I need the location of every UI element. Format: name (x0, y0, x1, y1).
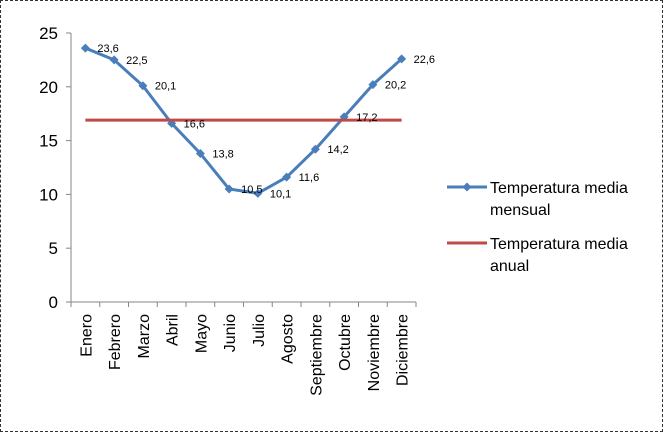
data-point (253, 188, 263, 198)
y-tick-label: 10 (39, 185, 58, 204)
legend-marker (462, 182, 472, 192)
data-label: 16,6 (184, 118, 205, 130)
data-label: 13,8 (212, 149, 233, 161)
data-point (282, 172, 292, 182)
data-label: 22,5 (126, 55, 147, 67)
data-label: 10,5 (241, 184, 262, 196)
legend-label: Temperatura media (490, 236, 628, 253)
data-point (195, 149, 205, 159)
data-point (80, 43, 90, 53)
x-tick-label: Julio (251, 314, 268, 347)
x-tick-label: Abril (165, 314, 182, 346)
x-tick-label: Noviembre (366, 314, 383, 391)
data-label: 17,2 (356, 112, 377, 124)
x-tick-label: Junio (222, 314, 239, 352)
x-tick-label: Octubre (337, 314, 354, 371)
legend-label: anual (490, 258, 529, 275)
x-tick-label: Febrero (107, 314, 124, 370)
data-label: 20,1 (155, 81, 176, 93)
data-point (138, 81, 148, 91)
y-tick-label: 20 (39, 78, 58, 97)
data-label: 11,6 (299, 172, 320, 184)
series-line (84, 46, 403, 195)
x-tick-label: Mayo (193, 314, 210, 353)
x-tick-label: Enero (78, 314, 95, 357)
data-label: 23,6 (97, 43, 118, 55)
data-point (310, 144, 320, 154)
data-label: 14,2 (327, 144, 348, 156)
data-label: 22,6 (414, 54, 435, 66)
data-point (109, 55, 119, 65)
data-label: 20,2 (385, 80, 406, 92)
x-tick-label: Agosto (280, 314, 297, 364)
data-point (397, 54, 407, 64)
legend-label: mensual (490, 202, 550, 219)
legend-label: Temperatura media (490, 180, 628, 197)
x-tick-label: Marzo (136, 314, 153, 359)
x-tick-label: Diciembre (395, 314, 412, 386)
y-tick-label: 15 (39, 132, 58, 151)
y-tick-label: 0 (49, 293, 58, 312)
data-point (224, 184, 234, 194)
data-label: 10,1 (270, 188, 291, 200)
y-tick-label: 25 (39, 24, 58, 43)
y-tick-label: 5 (49, 239, 58, 258)
x-tick-label: Septiembre (308, 314, 325, 396)
data-point (368, 80, 378, 90)
